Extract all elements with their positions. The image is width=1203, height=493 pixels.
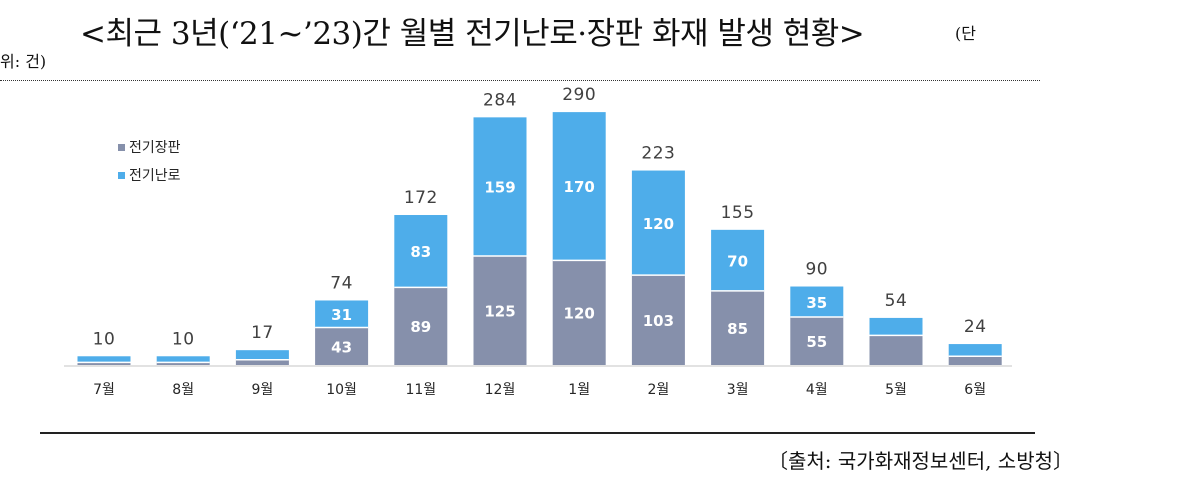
data-label-heater-7: 170	[564, 178, 595, 196]
inner-labels-group: 43 31 89 83 125 159 120 170 103 120 85 70 55 35	[331, 178, 827, 356]
data-label-blanket-8: 103	[643, 312, 674, 330]
bar-heater-7	[552, 112, 606, 261]
data-label-heater-4: 31	[331, 306, 352, 324]
source-citation: 〔출처: 국가화재정보센터, 소방청〕	[768, 449, 1074, 473]
legend-label-2: 전기난로	[129, 168, 181, 184]
data-label-blanket-4: 43	[331, 338, 352, 356]
dotted-divider	[0, 80, 1040, 81]
data-label-blanket-9: 85	[727, 320, 748, 338]
bar-blanket-4	[315, 327, 369, 365]
x-tick-label-8: 2월	[648, 382, 670, 398]
title-line: <최근 3년(‘21~’23)간 월별 전기난로·장판 화재 발생 현황> (단	[0, 4, 1203, 52]
bar-blanket-7	[552, 260, 606, 365]
unit-label-part2: 위: 건)	[0, 52, 47, 71]
bar-heater-4	[315, 300, 369, 328]
total-label-10: 90	[805, 260, 828, 280]
x-tick-label-3: 9월	[252, 382, 274, 398]
bar-blanket-3	[235, 359, 289, 365]
total-label-4: 74	[330, 273, 353, 293]
bar-heater-1	[77, 356, 131, 363]
legend-label-1: 전기장판	[129, 140, 181, 156]
bar-blanket-11	[869, 335, 923, 365]
chart-title: <최근 3년(‘21~’23)간 월별 전기난로·장판 화재 발생 현황>	[80, 16, 865, 52]
total-label-12: 24	[964, 317, 987, 337]
data-label-heater-5: 83	[410, 243, 431, 261]
bar-heater-11	[869, 317, 923, 336]
x-tick-label-9: 3월	[727, 382, 749, 398]
bar-blanket-6	[473, 256, 527, 365]
legend-swatch-2	[118, 172, 125, 179]
data-label-heater-8: 120	[643, 215, 674, 233]
data-label-heater-6: 159	[484, 179, 515, 197]
bar-heater-10	[790, 286, 844, 318]
total-label-8: 223	[641, 144, 675, 164]
bar-blanket-12	[948, 356, 1002, 365]
bar-heater-9	[711, 229, 765, 291]
bar-heater-3	[235, 350, 289, 360]
total-labels-group: 10 10 17 74 172 284 290 223 155 90 54 24	[93, 85, 987, 349]
data-label-blanket-10: 55	[806, 333, 827, 351]
bar-blanket-10	[790, 317, 844, 365]
total-label-3: 17	[251, 323, 274, 343]
total-label-7: 290	[562, 85, 596, 105]
total-label-6: 284	[483, 90, 517, 110]
bar-heater-6	[473, 117, 527, 256]
bar-blanket-2	[156, 362, 210, 365]
x-tick-label-7: 1월	[568, 382, 590, 398]
data-label-blanket-7: 120	[564, 305, 595, 323]
data-label-blanket-5: 89	[410, 318, 431, 336]
bar-blanket-5	[394, 287, 448, 365]
total-label-2: 10	[172, 329, 195, 349]
bar-blanket-9	[711, 290, 765, 365]
data-label-heater-9: 70	[727, 252, 748, 270]
data-label-heater-10: 35	[806, 294, 827, 312]
total-label-1: 10	[93, 329, 116, 349]
x-tick-label-1: 7월	[93, 382, 115, 398]
x-tick-labels-group: 7월 8월 9월 10월 11월 12월 1월 2월 3월 4월 5월 6월	[93, 382, 986, 398]
solid-divider	[40, 432, 1035, 434]
x-tick-label-5: 11월	[405, 382, 436, 398]
bar-heater-12	[948, 344, 1002, 357]
x-tick-label-2: 8월	[172, 382, 194, 398]
bar-blanket-1	[77, 362, 131, 365]
bar-blanket-8	[631, 275, 685, 365]
legend-swatch-1	[118, 144, 125, 151]
total-label-11: 54	[885, 291, 908, 311]
x-tick-label-11: 5월	[885, 382, 907, 398]
bar-heater-5	[394, 215, 448, 288]
x-tick-label-12: 6월	[964, 382, 986, 398]
data-label-blanket-6: 125	[484, 303, 515, 321]
x-tick-label-6: 12월	[485, 382, 516, 398]
unit-label-part1: (단	[955, 24, 976, 43]
total-label-9: 155	[721, 203, 755, 223]
total-label-5: 172	[404, 188, 438, 208]
x-tick-label-10: 4월	[806, 382, 828, 398]
bars-group	[77, 112, 1002, 365]
bar-heater-8	[631, 170, 685, 276]
bar-heater-2	[156, 356, 210, 363]
x-tick-label-4: 10월	[326, 382, 357, 398]
